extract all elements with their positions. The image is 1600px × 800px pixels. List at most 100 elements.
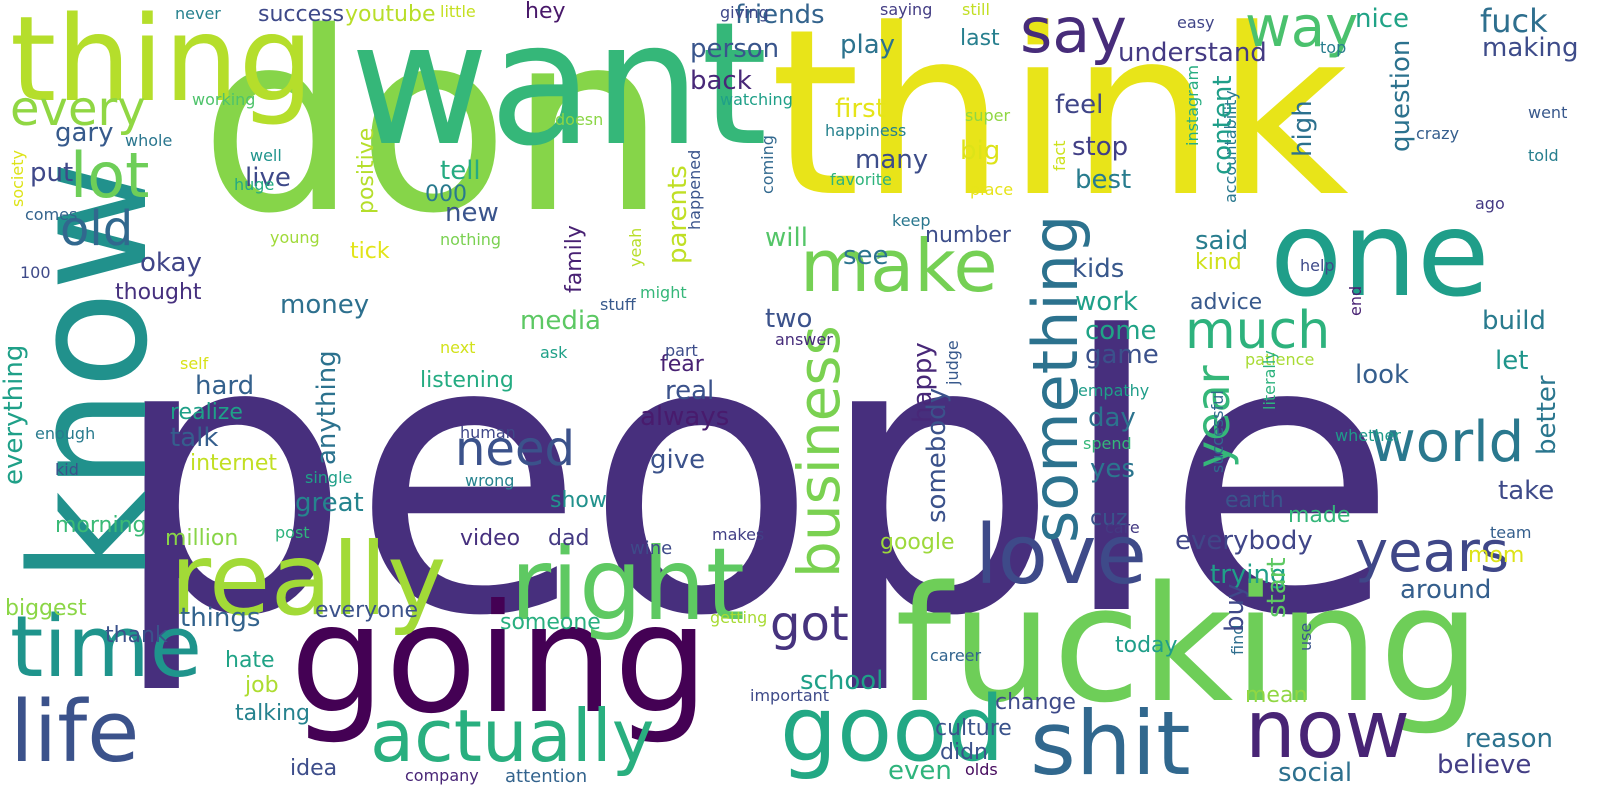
word-nothing: nothing: [440, 230, 502, 249]
word-stuff: stuff: [600, 295, 636, 314]
word-reason: reason: [1465, 724, 1553, 754]
word-right: right: [510, 526, 745, 643]
word-keep: keep: [892, 211, 931, 230]
word-didn: didn: [940, 740, 988, 765]
word-important: important: [750, 686, 830, 705]
word-idea: idea: [290, 756, 338, 781]
word-team: team: [1490, 523, 1532, 542]
word-business: business: [785, 325, 853, 578]
word-thing: thing: [10, 0, 314, 128]
word-way: way: [1245, 0, 1359, 60]
word-best: best: [1075, 165, 1132, 195]
word-game: game: [1085, 340, 1159, 370]
word-social: social: [1278, 758, 1353, 788]
word-good: good: [780, 677, 1005, 782]
word-hey: hey: [525, 0, 566, 24]
word-understand: understand: [1118, 38, 1267, 68]
word-olds: olds: [965, 760, 998, 779]
word-fucking: fucking: [895, 551, 1481, 738]
word-school: school: [800, 666, 884, 696]
word-advice: advice: [1190, 290, 1263, 315]
word-young: young: [270, 228, 320, 247]
word-100: 100: [20, 263, 51, 282]
word-000: 000: [425, 182, 467, 207]
word-spend: spend: [1083, 434, 1132, 453]
word-easy: easy: [1177, 13, 1215, 32]
word-shit: shit: [1030, 692, 1191, 795]
word-help: help: [1300, 256, 1335, 275]
word-told: told: [1528, 146, 1559, 165]
word-person: person: [690, 34, 780, 64]
word-human: human: [460, 423, 516, 442]
word-look: look: [1355, 360, 1410, 390]
word-tick: tick: [350, 239, 390, 264]
word-huge: huge: [234, 175, 275, 194]
word-care: care: [1105, 518, 1140, 537]
word-enough: enough: [35, 424, 96, 443]
word-live: live: [245, 163, 291, 193]
word-fact: fact: [1050, 140, 1069, 171]
word-went: went: [1528, 103, 1568, 122]
word-trying: trying: [1210, 560, 1287, 590]
word-every: every: [10, 81, 146, 137]
word-money: money: [280, 290, 370, 320]
word-successful: successful: [1208, 390, 1227, 473]
word-kid: kid: [55, 460, 79, 479]
word-somebody: somebody: [922, 387, 952, 523]
word-tell: tell: [440, 156, 481, 186]
word-gary: gary: [55, 118, 114, 148]
word-last: last: [960, 26, 1000, 51]
word-yeah: yeah: [626, 227, 645, 267]
word-feel: feel: [1055, 90, 1104, 120]
word-yes: yes: [1090, 454, 1135, 484]
word-attention: attention: [505, 766, 588, 787]
word-give: give: [650, 445, 706, 475]
word-put: put: [30, 158, 74, 188]
word-makes: makes: [712, 525, 765, 544]
word-work: work: [1075, 287, 1138, 317]
word-make: make: [800, 224, 998, 308]
word-happiness: happiness: [825, 121, 907, 140]
word-video: video: [460, 526, 521, 551]
word-things: things: [180, 603, 261, 633]
word-little: little: [440, 2, 476, 21]
word-old: old: [60, 201, 134, 257]
word-friends: friends: [735, 0, 825, 30]
word-two: two: [765, 304, 813, 334]
word-okay: okay: [140, 248, 202, 278]
word-might: might: [640, 283, 687, 302]
word-wrong: wrong: [465, 471, 515, 490]
word-see: see: [843, 241, 889, 271]
word-use: use: [1296, 622, 1315, 651]
word-whole: whole: [125, 131, 173, 150]
word-take: take: [1498, 476, 1555, 506]
word-realize: realize: [170, 400, 243, 425]
word-will: will: [765, 223, 808, 253]
word-never: never: [175, 4, 221, 23]
word-crazy: crazy: [1416, 124, 1460, 143]
word-talking: talking: [235, 701, 310, 726]
word-instagram: instagram: [1183, 64, 1202, 146]
word-time: time: [10, 598, 203, 697]
word-many: many: [855, 145, 929, 175]
word-job: job: [245, 673, 279, 698]
word-today: today: [1115, 633, 1178, 658]
word-fuck: fuck: [1480, 2, 1548, 40]
word-comes: comes: [25, 205, 78, 224]
word-better: better: [1532, 375, 1562, 455]
word-change: change: [995, 690, 1076, 715]
word-number: number: [925, 223, 1011, 248]
word-thank: thank: [105, 623, 168, 648]
word-cuz: cuz: [1090, 506, 1128, 531]
word-single: single: [305, 468, 353, 487]
word-kids: kids: [1072, 254, 1125, 284]
word-watching: watching: [720, 90, 793, 109]
word-new: new: [445, 198, 499, 228]
word-part: part: [665, 341, 698, 360]
word-kind: kind: [1195, 250, 1242, 275]
word-youtube: youtube: [345, 2, 436, 27]
word-culture: culture: [935, 716, 1012, 741]
word-around: around: [1400, 575, 1492, 605]
word-believe: believe: [1437, 750, 1532, 780]
word-google: google: [880, 530, 955, 555]
